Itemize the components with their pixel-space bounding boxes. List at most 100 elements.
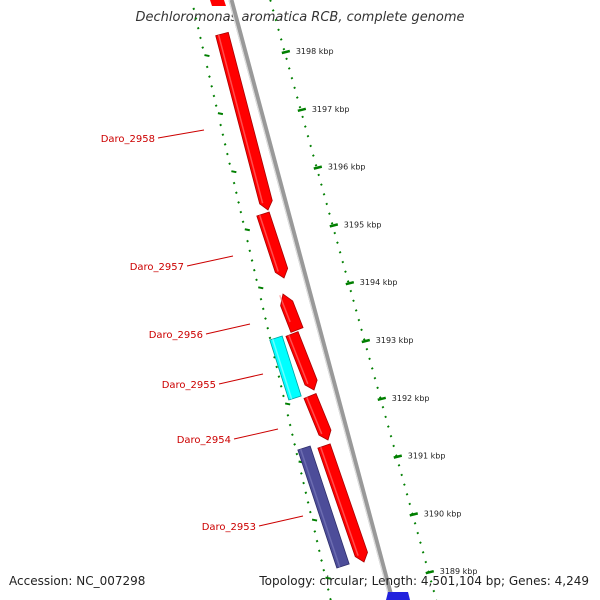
gene-label-leader	[205, 323, 251, 335]
track-tick	[248, 249, 252, 253]
track-tick	[317, 173, 321, 177]
track-tick	[325, 576, 331, 580]
track-tick	[302, 481, 305, 485]
track-tick	[306, 134, 310, 138]
track-tick	[258, 286, 264, 290]
track-tick	[357, 318, 361, 322]
track-tick	[204, 54, 210, 58]
track-tick	[288, 423, 292, 427]
track-tick	[282, 394, 285, 398]
track-tick	[264, 317, 267, 320]
track-tick	[199, 36, 202, 40]
gene-label-leader	[157, 129, 205, 139]
kbp-label: 3194 kbp	[360, 278, 398, 287]
track-tick	[403, 483, 406, 486]
track-tick	[421, 551, 425, 554]
kbp-tick	[409, 512, 419, 517]
track-tick	[408, 502, 412, 506]
track-tick	[400, 473, 404, 477]
gene-label-leader	[233, 428, 279, 440]
track-tick	[286, 413, 290, 417]
track-tick	[416, 531, 420, 535]
track-tick	[304, 491, 308, 495]
kbp-tick	[329, 223, 339, 228]
track-tick	[311, 518, 318, 522]
gene-arrow-highlight	[258, 214, 279, 272]
track-tick	[234, 191, 238, 195]
track-tick	[320, 183, 323, 186]
track-tick	[250, 259, 254, 262]
track-tick	[313, 530, 317, 533]
gene-labels: Daro_2958 Daro_2957 Daro_2956 Daro_2955 Daro…	[101, 129, 304, 533]
kbp-label: 3198 kbp	[296, 47, 334, 56]
gene-label-leader	[218, 373, 264, 385]
track-tick	[196, 26, 200, 30]
kbp-label: 3197 kbp	[312, 105, 350, 114]
track-tick	[274, 18, 278, 22]
inner-dotted-track	[192, 7, 332, 600]
track-tick	[344, 270, 347, 274]
track-tick	[269, 0, 272, 3]
track-tick	[317, 549, 321, 553]
gene-arrow	[280, 293, 304, 333]
track-tick	[326, 588, 330, 591]
track-tick	[231, 170, 237, 174]
track-tick	[293, 443, 296, 446]
track-tick	[232, 181, 236, 185]
track-tick	[365, 347, 369, 351]
kbp-tick	[425, 569, 435, 575]
track-tick	[293, 86, 296, 90]
track-tick	[219, 123, 222, 127]
track-tick	[419, 541, 422, 544]
gene-arrow-highlight	[288, 335, 309, 385]
accession-text: Accession: NC_007298	[9, 574, 146, 588]
track-tick	[346, 280, 350, 283]
track-tick	[354, 309, 358, 312]
track-tick	[255, 278, 258, 282]
tick-labels: 3198 kbp 3197 kbp 3196 kbp 3195 kbp 3194 kbp…	[296, 47, 478, 576]
gene-label-leader	[186, 255, 234, 267]
track-tick	[277, 28, 280, 32]
track-tick	[360, 328, 363, 332]
track-tick	[271, 9, 275, 12]
kbp-label: 3196 kbp	[328, 163, 366, 172]
gene-arrow-highlight	[217, 34, 264, 204]
track-tick	[295, 452, 299, 456]
track-tick	[290, 76, 294, 80]
kbp-label: 3192 kbp	[392, 394, 430, 403]
track-tick	[301, 115, 304, 119]
gene-label-leader	[258, 515, 304, 527]
track-tick	[298, 105, 302, 109]
track-tick	[239, 210, 243, 214]
gene-arrow	[297, 445, 350, 569]
track-tick	[194, 17, 198, 20]
gene-arrow-highlight	[279, 294, 291, 323]
kbp-label: 3195 kbp	[344, 220, 382, 229]
track-tick	[413, 522, 417, 525]
track-tick	[279, 384, 283, 388]
backbone-track	[228, 0, 410, 600]
track-tick	[330, 222, 334, 225]
track-tick	[328, 212, 331, 215]
track-tick	[221, 133, 225, 137]
track-tick	[237, 201, 240, 204]
track-tick	[212, 94, 216, 98]
track-tick	[210, 84, 214, 88]
backbone-highlight	[228, 0, 391, 600]
track-tick	[349, 289, 353, 293]
kbp-tick	[361, 338, 371, 344]
track-tick	[315, 539, 319, 543]
track-tick	[309, 144, 312, 148]
track-tick	[287, 67, 291, 70]
track-tick	[322, 192, 326, 196]
outer-dotted-track	[269, 0, 438, 600]
track-tick	[273, 355, 276, 359]
track-tick	[217, 112, 224, 116]
kbp-label: 3190 kbp	[424, 509, 462, 518]
offscreen-feature	[386, 592, 410, 600]
track-tick	[201, 46, 205, 49]
track-tick	[259, 297, 263, 301]
kbp-label: 3193 kbp	[376, 336, 414, 345]
track-tick	[192, 7, 196, 11]
gene-features	[210, 0, 368, 569]
